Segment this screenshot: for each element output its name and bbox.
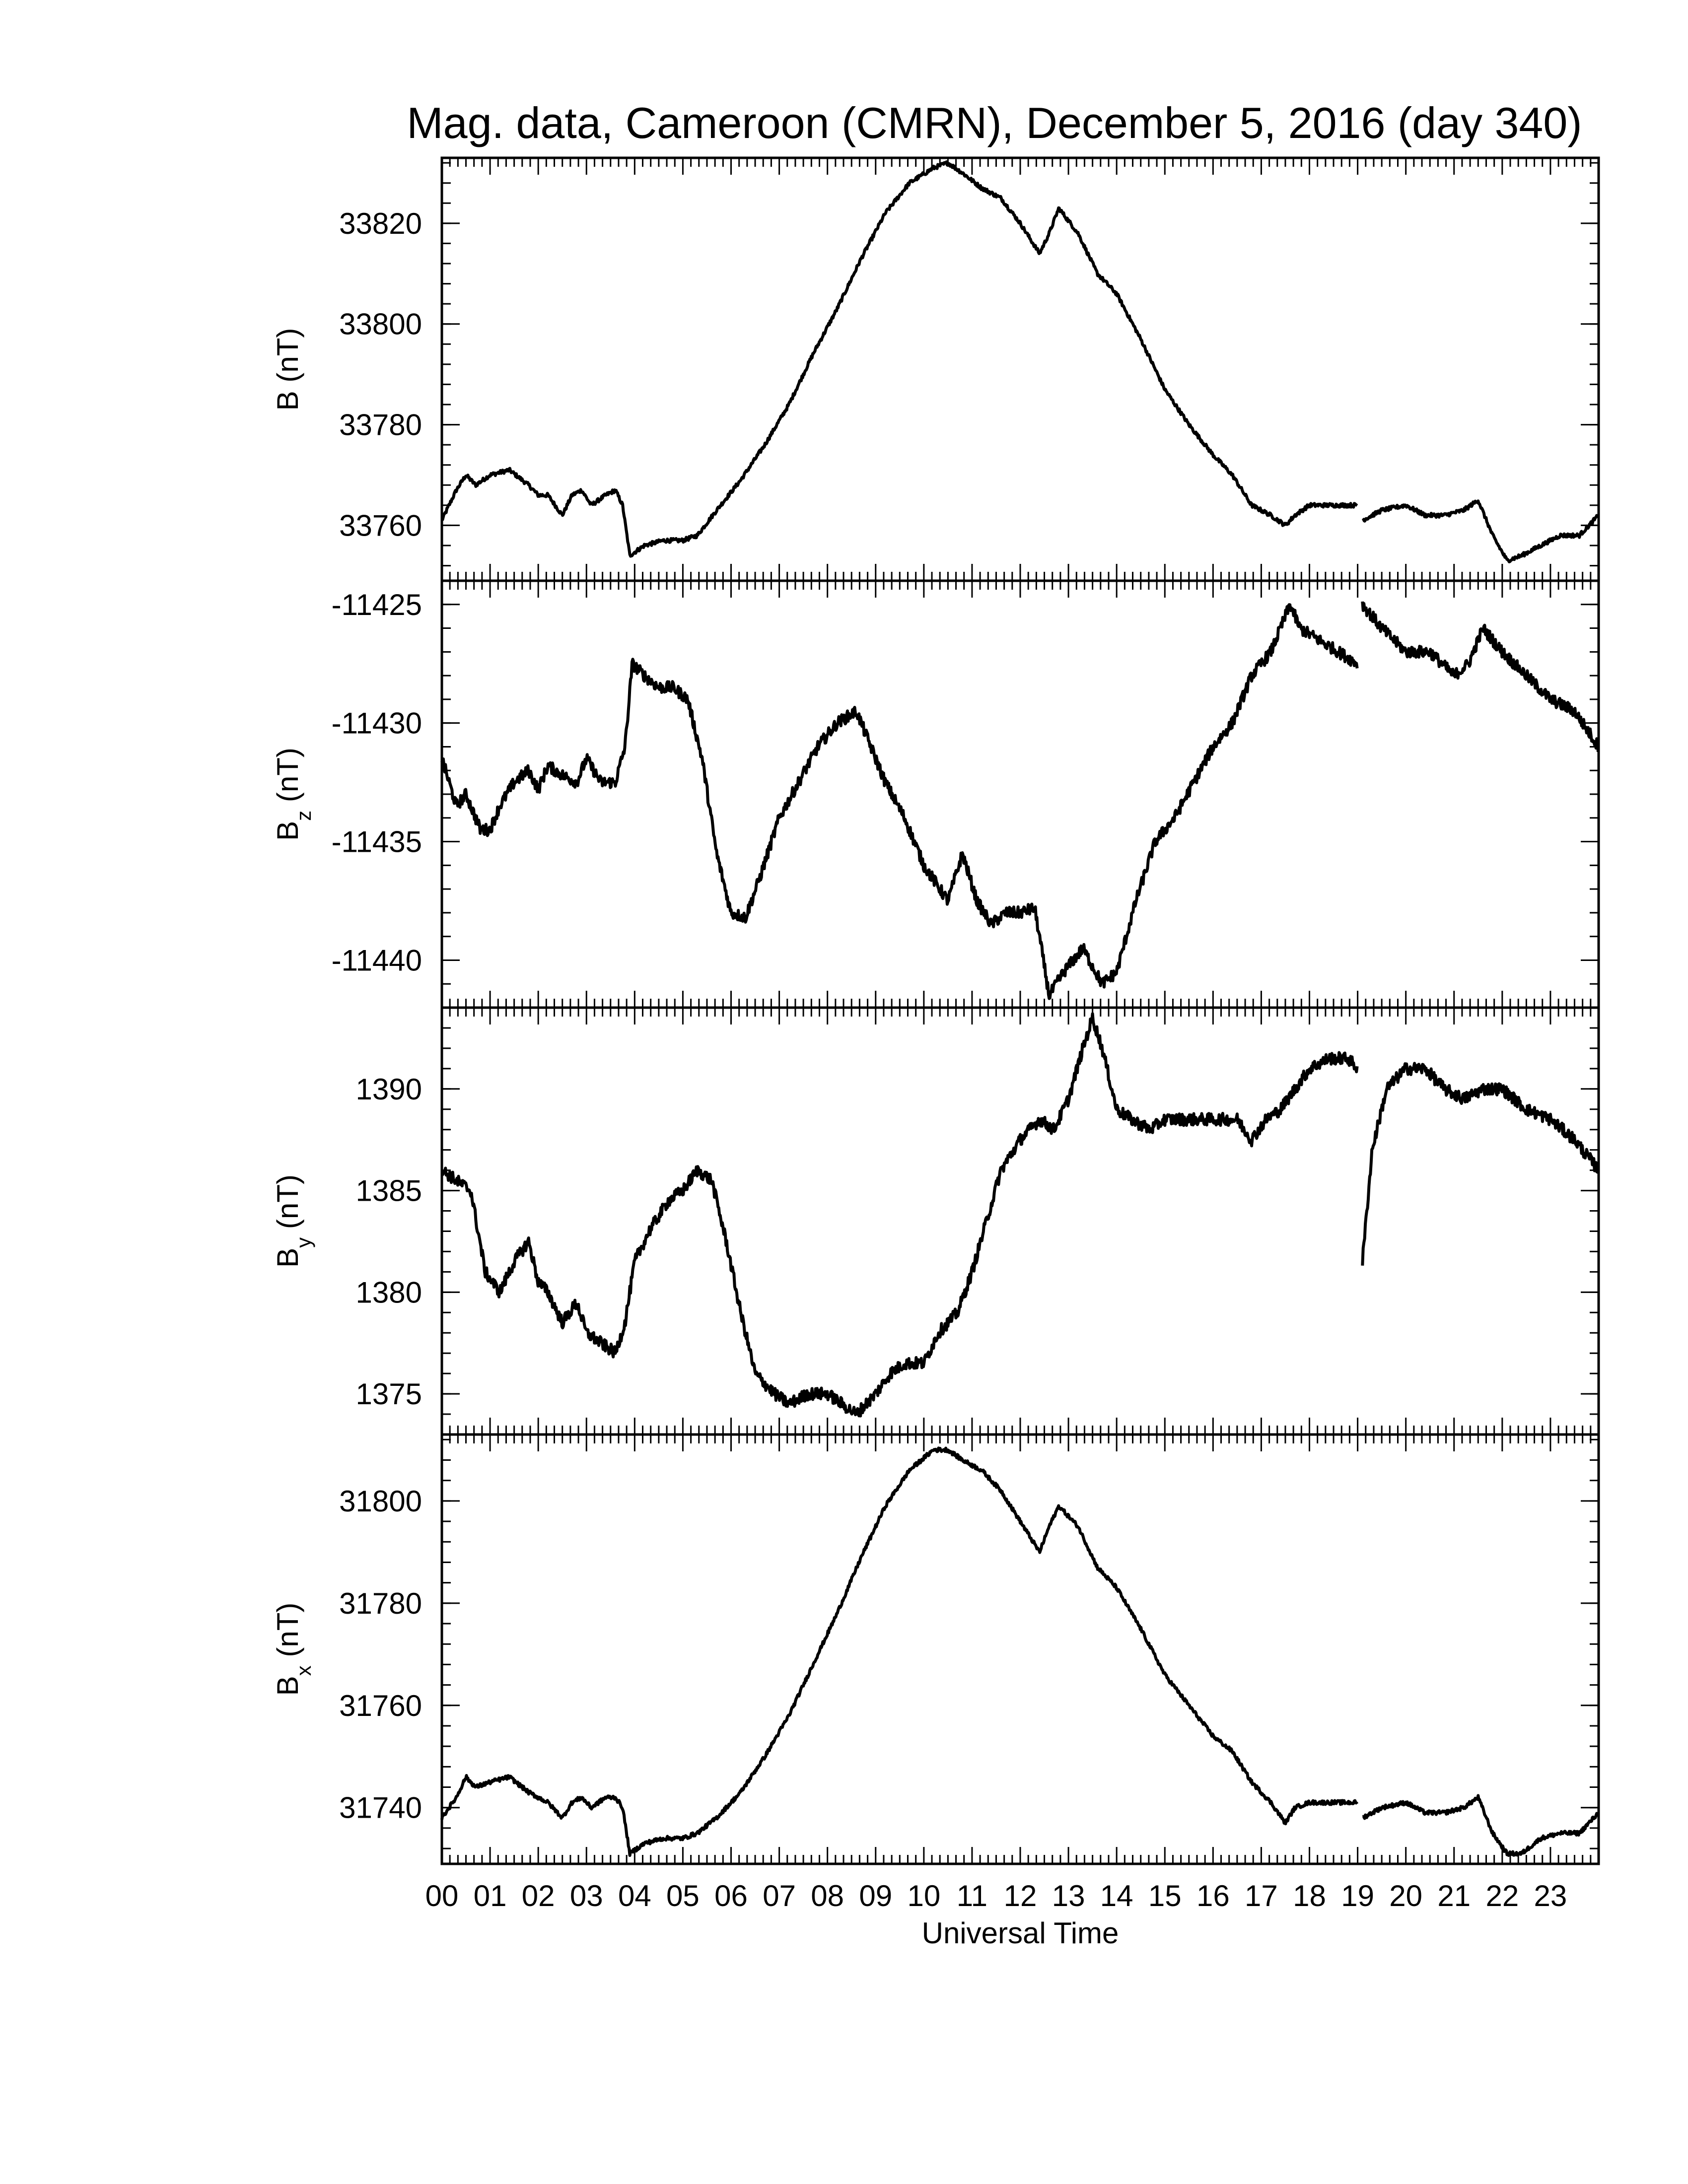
x-tick-label: 16 xyxy=(1196,1879,1230,1912)
x-tick-label: 03 xyxy=(570,1879,603,1912)
y-tick-label: 33780 xyxy=(339,409,422,442)
x-tick-label: 18 xyxy=(1293,1879,1326,1912)
series-Bz-segment-2 xyxy=(1361,601,1600,752)
panel-Bz: -11425 -11430 -11435 -11440 Bz (nT) xyxy=(271,579,1600,1009)
x-tick-labels: 00 01 02 03 04 05 06 07 08 09 10 11 12 13 14 15 16 17 18 19… xyxy=(425,1879,1567,1912)
y-tick-label: 1380 xyxy=(356,1276,422,1309)
y-tick-label: -11430 xyxy=(332,707,422,740)
y-axis-label-By: By (nT) xyxy=(271,1174,315,1268)
y-axis-label-Bx: Bx (nT) xyxy=(271,1603,315,1696)
chart-title: Mag. data, Cameroon (CMRN), December 5, … xyxy=(407,98,1582,147)
y-tick-label: 31760 xyxy=(339,1689,422,1722)
x-tick-label: 07 xyxy=(763,1879,796,1912)
y-axis-label-B: B (nT) xyxy=(271,328,304,411)
panel-Bx: 31740 31760 31780 31800 Bx (nT) xyxy=(271,1433,1600,1865)
y-tick-label: -11425 xyxy=(332,588,422,621)
x-tick-label: 02 xyxy=(522,1879,555,1912)
x-tick-label: 19 xyxy=(1341,1879,1374,1912)
y-tick-label: 1385 xyxy=(356,1174,422,1208)
panel-B: 33760 33780 33800 33820 B (nT) xyxy=(271,156,1600,582)
x-tick-label: 22 xyxy=(1485,1879,1519,1912)
x-tick-label: 12 xyxy=(1004,1879,1037,1912)
x-tick-label: 06 xyxy=(714,1879,748,1912)
y-tick-label: 33800 xyxy=(339,308,422,341)
x-tick-label: 04 xyxy=(618,1879,651,1912)
series-B-segment-1 xyxy=(441,160,1358,558)
y-tick-label: 1375 xyxy=(356,1377,422,1411)
x-tick-label: 14 xyxy=(1100,1879,1133,1912)
x-tick-label: 17 xyxy=(1245,1879,1278,1912)
y-tick-label: 31780 xyxy=(339,1587,422,1620)
x-axis-label: Universal Time xyxy=(922,1916,1119,1950)
x-tick-label: 10 xyxy=(907,1879,940,1912)
series-Bx-segment-1 xyxy=(440,1446,1359,1857)
x-tick-label: 11 xyxy=(957,1879,987,1912)
x-tick-label: 01 xyxy=(474,1879,507,1912)
y-tick-label: 1390 xyxy=(356,1073,422,1106)
y-tick-label: 31800 xyxy=(339,1485,422,1518)
x-tick-label: 21 xyxy=(1437,1879,1471,1912)
y-tick-label: 33760 xyxy=(339,509,422,542)
x-tick-label: 09 xyxy=(859,1879,892,1912)
x-tick-label: 05 xyxy=(666,1879,700,1912)
series-B-segment-2 xyxy=(1361,499,1600,563)
series-Bx-segment-2 xyxy=(1361,1794,1599,1857)
panel-By: 1375 1380 1385 1390 By (nT) xyxy=(271,1006,1600,1436)
y-tick-label: -11440 xyxy=(332,944,422,977)
x-tick-label: 00 xyxy=(425,1879,459,1912)
panel-frame xyxy=(440,579,1600,1009)
y-tick-label: 31740 xyxy=(339,1791,422,1825)
x-tick-label: 20 xyxy=(1389,1879,1422,1912)
series-Bz-segment-1 xyxy=(440,603,1359,1000)
y-axis-label-Bz: Bz (nT) xyxy=(271,748,315,841)
x-tick-label: 13 xyxy=(1052,1879,1085,1912)
series-By-segment-2 xyxy=(1361,1062,1600,1266)
x-tick-label: 08 xyxy=(811,1879,844,1912)
x-tick-label: 15 xyxy=(1148,1879,1182,1912)
x-tick-label: 23 xyxy=(1534,1879,1567,1912)
y-tick-label: 33820 xyxy=(339,207,422,240)
series-By-segment-1 xyxy=(440,1012,1359,1418)
y-tick-label: -11435 xyxy=(332,825,422,859)
